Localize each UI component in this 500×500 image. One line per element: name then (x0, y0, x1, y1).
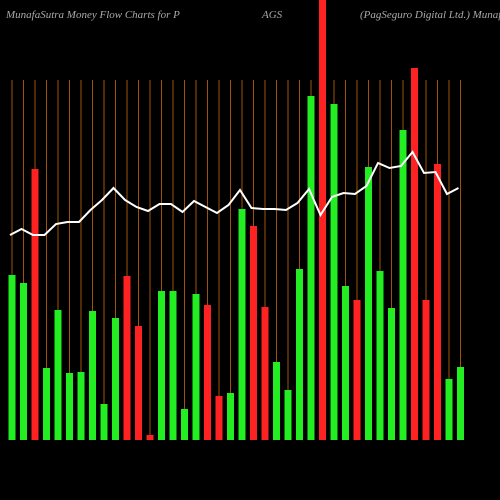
bar (307, 96, 315, 440)
bar (31, 169, 39, 440)
bar (54, 310, 62, 440)
bar (169, 291, 177, 440)
chart-title-right: (PagSeguro Digital Ltd.) MunafaSutra.com (360, 9, 500, 21)
bar (192, 294, 200, 440)
bar (89, 311, 96, 440)
bar (250, 226, 257, 440)
bar (112, 318, 119, 440)
bar (66, 373, 73, 440)
bar (100, 404, 108, 440)
bar (20, 283, 27, 440)
bar (181, 409, 188, 440)
bar (376, 271, 384, 440)
bar (273, 362, 280, 440)
bar (77, 372, 85, 440)
bar (284, 390, 292, 440)
bar (158, 291, 165, 440)
bar (43, 368, 50, 440)
bar (135, 326, 142, 440)
bar (215, 396, 223, 440)
bar (422, 300, 430, 440)
bar (353, 300, 361, 440)
bar (342, 286, 349, 440)
bar (445, 379, 453, 440)
bar (261, 307, 269, 440)
bar (319, 0, 326, 440)
bar (365, 167, 372, 440)
bar (399, 130, 407, 440)
bar (296, 269, 303, 440)
chart-title: MunafaSutra Money Flow Charts for P (5, 9, 180, 21)
bar (457, 367, 464, 440)
bar (238, 209, 246, 440)
bar (204, 305, 211, 440)
line (9, 150, 459, 236)
bar (8, 275, 16, 440)
bar (411, 68, 418, 440)
bar (434, 164, 441, 440)
bar (123, 276, 131, 440)
bar (388, 308, 395, 440)
bar (227, 393, 234, 440)
bar (330, 104, 338, 440)
bar (146, 435, 154, 440)
chart-title-center: AGS (261, 9, 283, 21)
